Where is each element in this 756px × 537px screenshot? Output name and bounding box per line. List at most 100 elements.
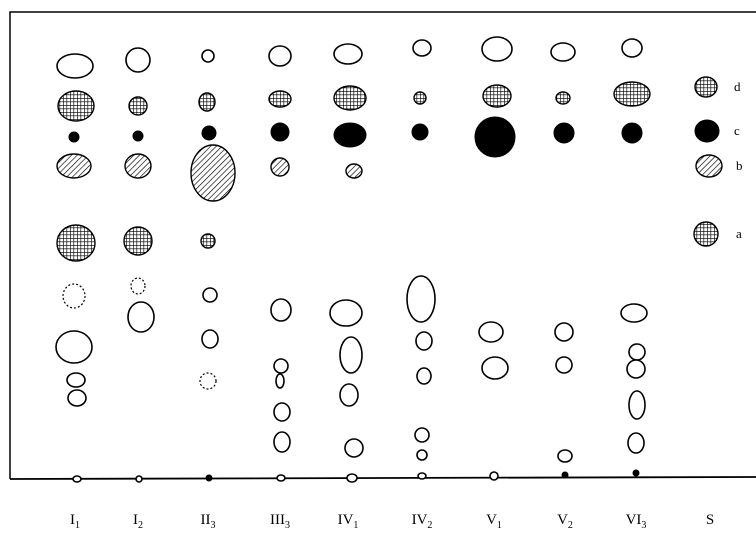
spot — [63, 284, 85, 308]
spot — [556, 92, 570, 104]
spot — [555, 323, 573, 341]
spot — [412, 124, 428, 140]
spot — [558, 450, 572, 462]
spot — [627, 360, 645, 378]
spot — [482, 357, 508, 379]
spot — [274, 432, 290, 452]
spot — [551, 43, 575, 61]
spot — [133, 131, 143, 141]
spot — [475, 117, 515, 157]
spot — [414, 92, 426, 104]
lane-label: V1 — [486, 512, 502, 531]
spot — [200, 373, 216, 389]
spot — [483, 85, 511, 107]
spot — [57, 154, 91, 178]
spot — [68, 390, 86, 406]
spot — [129, 97, 147, 115]
spot — [614, 82, 650, 106]
lane-subscript: 2 — [427, 520, 432, 531]
lane-subscript: 3 — [641, 520, 646, 531]
spot — [413, 40, 431, 56]
spot — [334, 44, 362, 64]
spot — [57, 225, 95, 261]
lane-numeral: IV — [338, 512, 354, 528]
lane-label: II3 — [201, 512, 216, 531]
lane-subscript: 2 — [568, 520, 573, 531]
spot — [694, 222, 718, 246]
lane-label: V2 — [557, 512, 573, 531]
spot — [202, 330, 218, 348]
lane-numeral: S — [706, 512, 714, 528]
spot — [269, 91, 291, 107]
spot — [277, 475, 285, 481]
spot — [203, 288, 217, 302]
lane-subscript: 1 — [353, 520, 358, 531]
lane-subscript: 1 — [75, 520, 80, 531]
spot-label: b — [736, 158, 743, 173]
spot — [271, 123, 289, 141]
spot — [418, 473, 426, 479]
spot — [126, 48, 150, 72]
spot — [274, 359, 288, 373]
spot — [69, 132, 79, 142]
spot — [696, 155, 722, 177]
origin-line — [10, 477, 756, 479]
spot — [136, 476, 142, 482]
spot — [67, 373, 85, 387]
spot — [562, 472, 568, 478]
spot — [628, 433, 644, 453]
spot — [633, 470, 639, 476]
spot — [269, 46, 291, 66]
lane-numeral: III — [270, 512, 285, 528]
lane-numeral: II — [201, 512, 211, 528]
spot — [622, 39, 642, 57]
spot — [629, 391, 645, 419]
spot-label: d — [734, 79, 741, 94]
lane-label: VI3 — [626, 512, 647, 531]
spot — [340, 384, 358, 406]
spot — [554, 123, 574, 143]
spot — [695, 77, 717, 97]
spot — [482, 37, 512, 61]
spot — [622, 123, 642, 143]
lane-numeral: V — [486, 512, 497, 528]
spot — [274, 403, 290, 421]
spots — [56, 37, 722, 482]
spot — [479, 322, 503, 342]
spot — [334, 123, 366, 147]
spot — [347, 474, 357, 482]
lane-subscript: 3 — [285, 520, 290, 531]
spot — [629, 344, 645, 360]
spot — [271, 299, 291, 321]
spot — [276, 374, 284, 388]
lane-numeral: IV — [412, 512, 428, 528]
spot — [490, 472, 498, 480]
spot — [330, 300, 362, 326]
spot — [407, 276, 435, 322]
spot — [206, 475, 212, 481]
spot — [695, 120, 719, 142]
spot — [73, 476, 81, 482]
lane-subscript: 3 — [211, 520, 216, 531]
spot — [57, 54, 93, 78]
spot — [340, 337, 362, 373]
spot-label: a — [736, 226, 742, 241]
spot — [202, 50, 214, 62]
spot-label: c — [734, 123, 740, 138]
lane-numeral: V — [557, 512, 568, 528]
lane-label: I1 — [70, 512, 80, 531]
lane-subscript: 1 — [497, 520, 502, 531]
spot — [417, 450, 427, 460]
spot — [415, 428, 429, 442]
spot — [556, 357, 572, 373]
lane-subscript: 2 — [138, 520, 143, 531]
spot — [417, 368, 431, 384]
spot — [345, 439, 363, 457]
spot — [58, 91, 94, 121]
spot — [56, 331, 92, 363]
spot — [334, 86, 366, 110]
spot — [416, 332, 432, 350]
lane-label: S — [706, 512, 714, 528]
spot — [202, 126, 216, 140]
lane-label: IV2 — [412, 512, 433, 531]
